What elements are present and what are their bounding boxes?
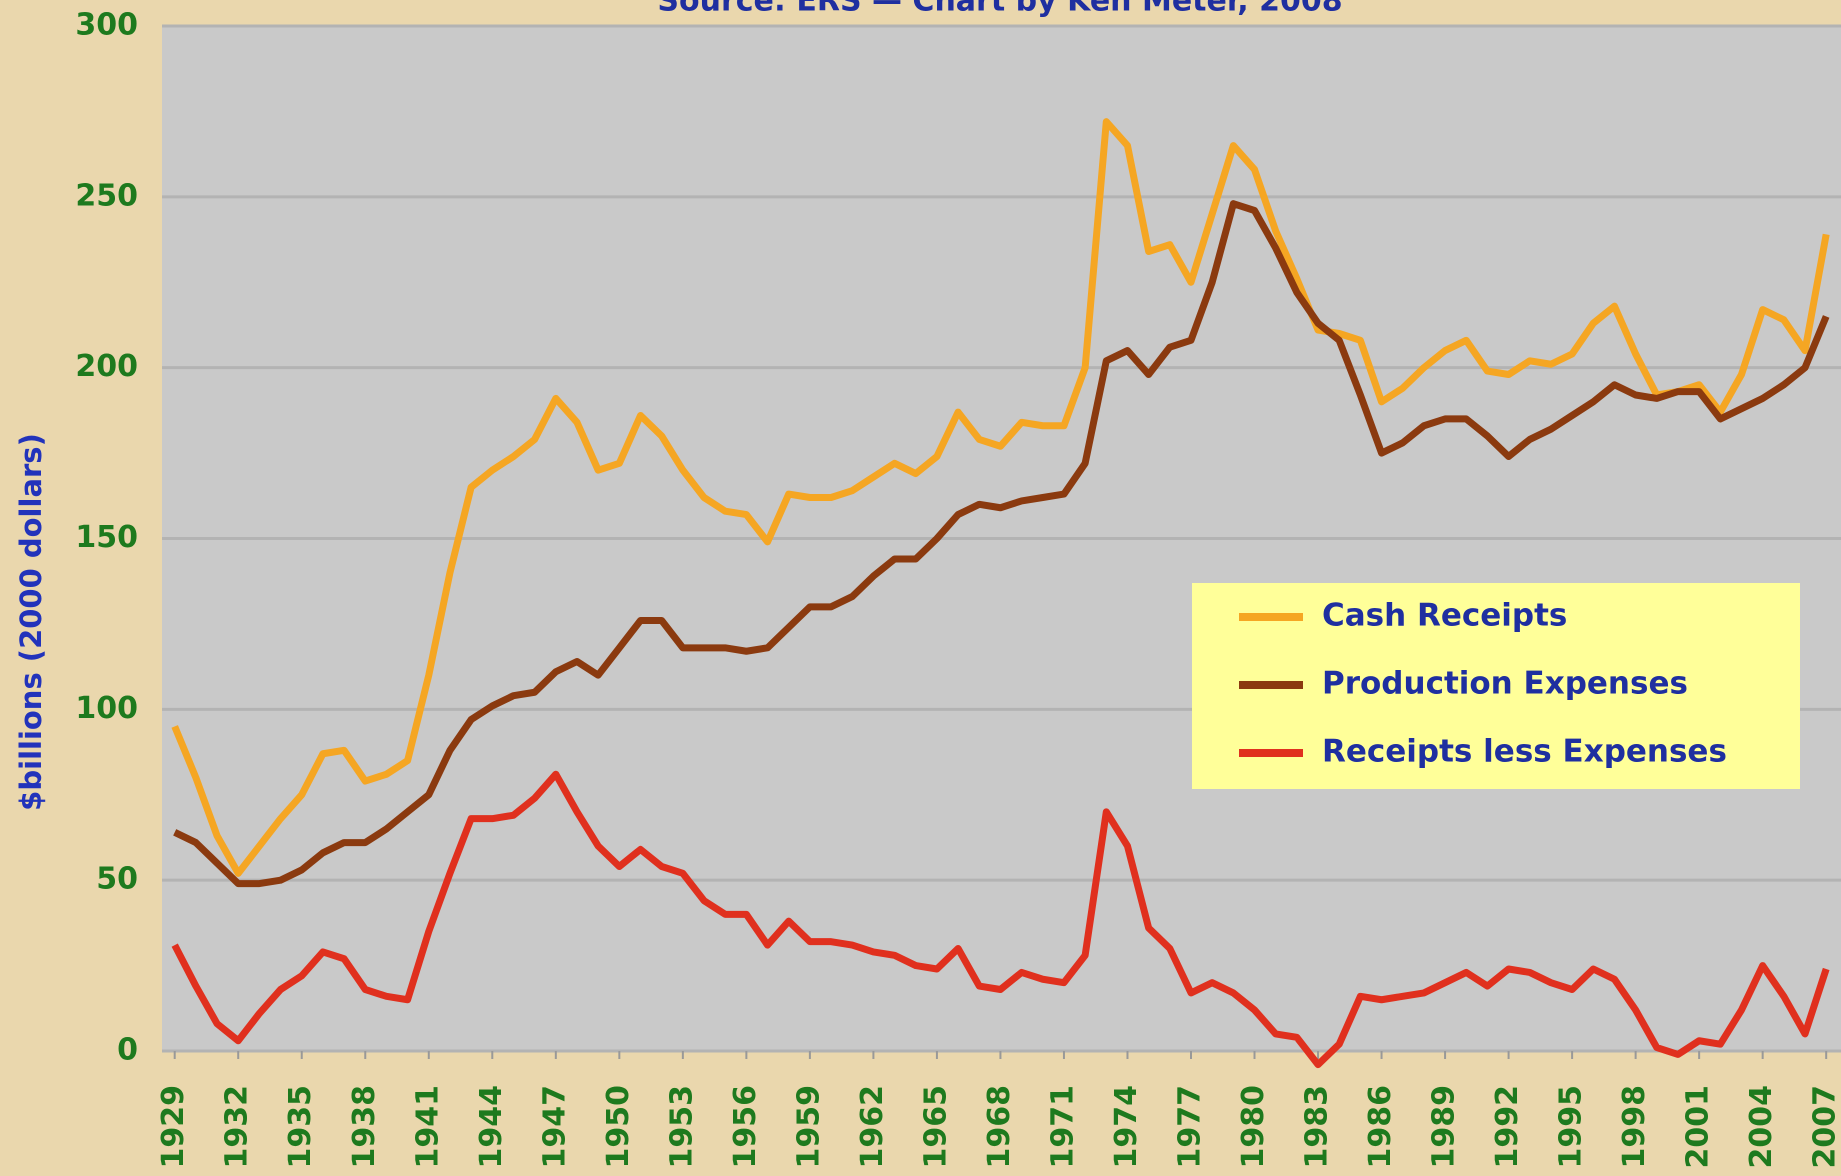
x-tick-label: 1956: [728, 1085, 763, 1169]
y-tick-label: 100: [75, 691, 138, 726]
x-tick-label: 1932: [220, 1085, 255, 1169]
x-tick-label: 1998: [1617, 1085, 1652, 1169]
x-tick-label: 1980: [1236, 1085, 1271, 1169]
y-tick-label: 0: [117, 1033, 138, 1068]
x-tick-label: 1938: [347, 1085, 382, 1169]
x-tick-label: 1941: [410, 1085, 445, 1169]
y-tick-label: 50: [96, 862, 138, 897]
y-tick-label: 250: [75, 178, 138, 213]
x-tick-label: 1944: [474, 1085, 509, 1169]
x-tick-label: 1947: [537, 1085, 572, 1169]
x-tick-label: 1935: [283, 1085, 318, 1169]
x-tick-label: 1968: [982, 1085, 1017, 1169]
series-line: [173, 200, 1830, 888]
x-tick-label: 1971: [1045, 1085, 1080, 1169]
x-tick-label: 1965: [918, 1085, 953, 1169]
x-tick-label: 1983: [1300, 1085, 1335, 1169]
chart-subtitle: Source: ERS — Chart by Ken Meter, 2008: [657, 0, 1342, 19]
x-tick-label: 1959: [791, 1085, 826, 1169]
y-tick-label: 150: [75, 520, 138, 555]
series-line: [171, 770, 1830, 1069]
x-tick-label: 1929: [156, 1085, 191, 1169]
legend-label: Cash Receipts: [1322, 598, 1567, 634]
series-line: [171, 118, 1830, 877]
x-tick-label: 1995: [1554, 1085, 1589, 1169]
x-tick-label: 1950: [601, 1085, 636, 1169]
x-tick-label: 1974: [1109, 1085, 1144, 1169]
x-tick-label: 2001: [1681, 1085, 1716, 1169]
x-tick-label: 1986: [1363, 1085, 1398, 1169]
y-tick-label: 200: [75, 349, 138, 384]
x-tick-label: 2007: [1808, 1085, 1841, 1169]
x-tick-label: 2004: [1744, 1085, 1779, 1169]
x-tick-label: 1992: [1490, 1085, 1525, 1169]
x-tick-label: 1977: [1172, 1085, 1207, 1169]
x-tick-label: 1953: [664, 1085, 699, 1169]
y-tick-label: 300: [75, 8, 138, 43]
y-axis-label: $billions (2000 dollars): [14, 433, 48, 811]
legend-label: Receipts less Expenses: [1322, 734, 1727, 770]
x-tick-label: 1962: [855, 1085, 890, 1169]
x-tick-label: 1989: [1427, 1085, 1462, 1169]
legend-label: Production Expenses: [1322, 666, 1688, 702]
